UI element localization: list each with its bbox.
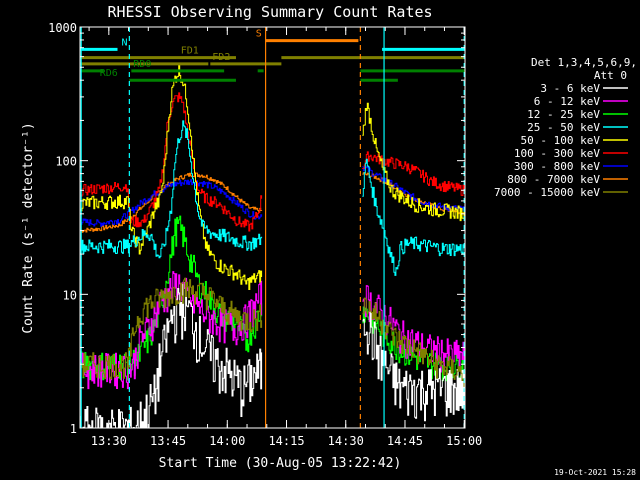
legend-label-6: 100 - 300 keV — [514, 147, 600, 160]
flag-label-fd2: FD2 — [212, 52, 230, 63]
legend-label-9: 7000 - 15000 keV — [494, 186, 600, 199]
flag-label-n: N — [121, 37, 127, 48]
legend-label-7: 300 - 800 keV — [514, 160, 600, 173]
x-tick-label-4: 14:30 — [328, 434, 364, 448]
flag-label-s: S — [256, 29, 262, 40]
x-tick-label-5: 14:45 — [387, 434, 423, 448]
flag-layer: N S FD1 FD2 RD0 RD6 — [80, 29, 465, 82]
x-tick-label-3: 14:15 — [268, 434, 304, 448]
y-tick-label-3: 1000 — [48, 21, 77, 35]
series-line-8 — [80, 172, 263, 233]
plot-frame — [79, 26, 466, 429]
series-line-7 — [80, 179, 263, 227]
legend-label-8: 800 - 7000 keV — [507, 173, 600, 186]
legend-label-1: 3 - 6 keV — [540, 82, 600, 95]
series-line-9-after-gap — [362, 297, 466, 387]
x-tick-label-6: 15:00 — [446, 434, 482, 448]
x-tick-label-1: 13:45 — [150, 434, 186, 448]
series-line-4-after-gap — [362, 158, 466, 276]
flag-label-rd6: RD6 — [100, 68, 118, 79]
series-line-1 — [80, 283, 263, 429]
tick-layer: 13:30 13:45 14:00 14:15 14:30 14:45 15:00 1 10 10… — [48, 21, 482, 448]
series-line-9 — [80, 277, 263, 380]
x-axis-label: Start Time (30-Aug-05 13:22:42) — [159, 456, 402, 471]
flag-label-rd0: RD0 — [133, 59, 151, 70]
series-line-4 — [80, 120, 263, 259]
series-line-5-after-gap — [362, 102, 466, 222]
y-axis-label: Count Rate (s⁻¹ detector⁻¹) — [21, 122, 36, 333]
series-layer — [80, 64, 466, 429]
legend-label-4: 25 - 50 keV — [527, 121, 600, 134]
legend-label-3: 12 - 25 keV — [527, 108, 600, 121]
series-line-5 — [80, 64, 263, 290]
y-tick-label-0: 1 — [70, 422, 77, 436]
footer-date: 19-Oct-2021 15:28 — [554, 468, 636, 477]
y-tick-label-2: 100 — [55, 155, 77, 169]
legend-label-2: 6 - 12 keV — [534, 95, 601, 108]
series-line-6-after-gap — [362, 151, 466, 196]
y-tick-label-1: 10 — [63, 288, 77, 302]
legend-label-5: 50 - 100 keV — [521, 134, 601, 147]
flag-label-fd1: FD1 — [181, 46, 199, 57]
marker-layer — [80, 27, 465, 428]
legend-header-line-1: Det 1,3,4,5,6,9, — [531, 56, 637, 69]
series-line-1-after-gap — [362, 311, 466, 422]
legend-header-line-2: Att 0 — [594, 69, 627, 82]
chart-title: RHESSI Observing Summary Count Rates — [107, 3, 432, 21]
x-tick-label-2: 14:00 — [209, 434, 245, 448]
x-tick-label-0: 13:30 — [91, 434, 127, 448]
